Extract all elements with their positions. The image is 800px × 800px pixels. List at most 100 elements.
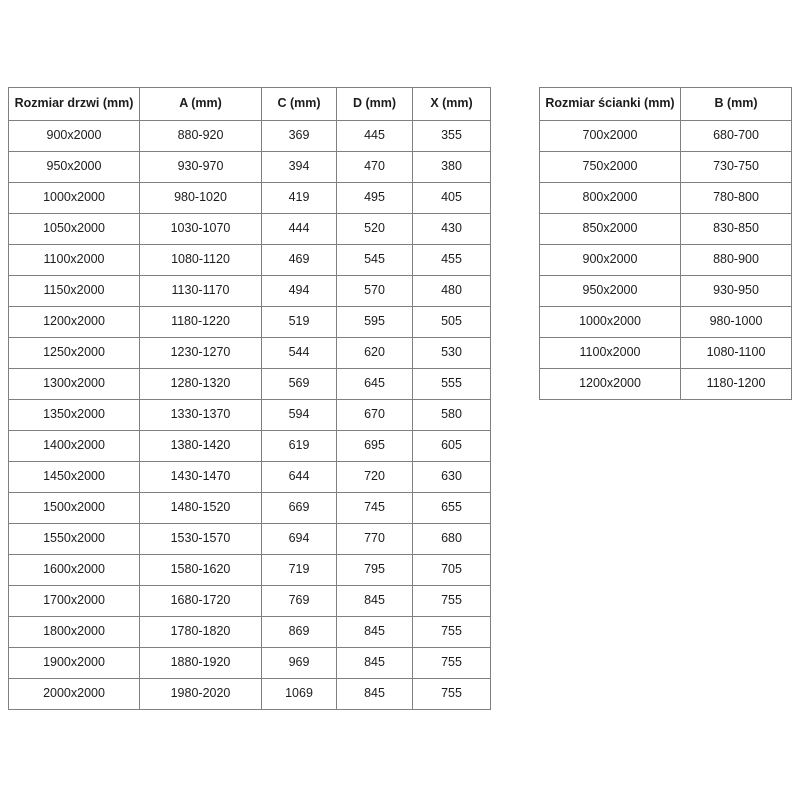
table-cell: 880-900	[680, 244, 792, 276]
table-cell: 1200x2000	[539, 368, 681, 400]
table-cell: 750x2000	[539, 151, 681, 183]
table-cell: 555	[412, 368, 491, 400]
table-cell: 1680-1720	[139, 585, 262, 617]
door-size-table-body: 900x2000 880-920 369 445 355 950x2000 930-970 3…	[8, 120, 491, 710]
table-cell: 900x2000	[539, 244, 681, 276]
table-cell: 1900x2000	[8, 647, 140, 679]
table-cell: 780-800	[680, 182, 792, 214]
table-cell: 1580-1620	[139, 554, 262, 586]
table-cell: 1200x2000	[8, 306, 140, 338]
table-cell: 795	[336, 554, 413, 586]
table-cell: 455	[412, 244, 491, 276]
table-cell: 969	[261, 647, 337, 679]
table-cell: 719	[261, 554, 337, 586]
table-cell: 1100x2000	[539, 337, 681, 369]
table-row: 1200x2000 1180-1200	[539, 368, 792, 400]
table-cell: 1230-1270	[139, 337, 262, 369]
table-cell: 1100x2000	[8, 244, 140, 276]
table-cell: 845	[336, 647, 413, 679]
table-cell: 755	[412, 616, 491, 648]
door-size-table: Rozmiar drzwi (mm) A (mm) C (mm) D (mm) X (m…	[8, 87, 491, 710]
table-row: 1100x2000 1080-1120 469 545 455	[8, 244, 491, 276]
table-cell: 845	[336, 616, 413, 648]
table-cell: 1000x2000	[539, 306, 681, 338]
table-cell: 980-1000	[680, 306, 792, 338]
table-cell: 1080-1100	[680, 337, 792, 369]
table-row: 900x2000 880-920 369 445 355	[8, 120, 491, 152]
table-row: 900x2000 880-900	[539, 244, 792, 276]
table-row: 950x2000 930-970 394 470 380	[8, 151, 491, 183]
table-cell: 1330-1370	[139, 399, 262, 431]
table-cell: 2000x2000	[8, 678, 140, 710]
table-cell: 700x2000	[539, 120, 681, 152]
table-cell: 845	[336, 585, 413, 617]
table-cell: 769	[261, 585, 337, 617]
table-cell: 755	[412, 647, 491, 679]
table-cell: 880-920	[139, 120, 262, 152]
table-row: 850x2000 830-850	[539, 213, 792, 245]
table-cell: 1180-1200	[680, 368, 792, 400]
table-cell: 680	[412, 523, 491, 555]
table-cell: 630	[412, 461, 491, 493]
table-cell: 1080-1120	[139, 244, 262, 276]
table-cell: 645	[336, 368, 413, 400]
table-cell: 695	[336, 430, 413, 462]
table-cell: 670	[336, 399, 413, 431]
table-cell: 950x2000	[8, 151, 140, 183]
table-cell: 495	[336, 182, 413, 214]
table-cell: 745	[336, 492, 413, 524]
table-row: 1100x2000 1080-1100	[539, 337, 792, 369]
door-column-header-2: C (mm)	[261, 87, 337, 121]
table-cell: 569	[261, 368, 337, 400]
table-cell: 1250x2000	[8, 337, 140, 369]
table-cell: 930-970	[139, 151, 262, 183]
table-row: 1000x2000 980-1020 419 495 405	[8, 182, 491, 214]
table-cell: 505	[412, 306, 491, 338]
table-cell: 1500x2000	[8, 492, 140, 524]
table-cell: 644	[261, 461, 337, 493]
table-row: 1000x2000 980-1000	[539, 306, 792, 338]
table-row: 1350x2000 1330-1370 594 670 580	[8, 399, 491, 431]
table-cell: 694	[261, 523, 337, 555]
table-cell: 369	[261, 120, 337, 152]
table-cell: 1450x2000	[8, 461, 140, 493]
table-cell: 544	[261, 337, 337, 369]
door-size-table-header: Rozmiar drzwi (mm) A (mm) C (mm) D (mm) X (m…	[8, 87, 491, 121]
table-cell: 1880-1920	[139, 647, 262, 679]
table-cell: 770	[336, 523, 413, 555]
table-cell: 950x2000	[539, 275, 681, 307]
table-cell: 430	[412, 213, 491, 245]
table-cell: 830-850	[680, 213, 792, 245]
table-cell: 445	[336, 120, 413, 152]
table-row: 1150x2000 1130-1170 494 570 480	[8, 275, 491, 307]
table-cell: 669	[261, 492, 337, 524]
table-cell: 1800x2000	[8, 616, 140, 648]
door-column-header-1: A (mm)	[139, 87, 262, 121]
table-row: 1600x2000 1580-1620 719 795 705	[8, 554, 491, 586]
table-cell: 1150x2000	[8, 275, 140, 307]
table-cell: 1550x2000	[8, 523, 140, 555]
table-cell: 444	[261, 213, 337, 245]
table-cell: 470	[336, 151, 413, 183]
table-cell: 1300x2000	[8, 368, 140, 400]
table-cell: 755	[412, 678, 491, 710]
table-cell: 1480-1520	[139, 492, 262, 524]
table-cell: 394	[261, 151, 337, 183]
wall-size-table: Rozmiar ścianki (mm) B (mm) 700x2000 680-7…	[539, 87, 792, 400]
table-cell: 720	[336, 461, 413, 493]
table-cell: 530	[412, 337, 491, 369]
table-cell: 869	[261, 616, 337, 648]
table-cell: 605	[412, 430, 491, 462]
table-header-row: Rozmiar drzwi (mm) A (mm) C (mm) D (mm) X (m…	[8, 87, 491, 121]
table-cell: 619	[261, 430, 337, 462]
table-row: 2000x2000 1980-2020 1069 845 755	[8, 678, 491, 710]
table-cell: 1069	[261, 678, 337, 710]
table-cell: 730-750	[680, 151, 792, 183]
door-column-header-4: X (mm)	[412, 87, 491, 121]
table-cell: 419	[261, 182, 337, 214]
table-row: 1800x2000 1780-1820 869 845 755	[8, 616, 491, 648]
table-cell: 494	[261, 275, 337, 307]
table-cell: 1280-1320	[139, 368, 262, 400]
door-column-header-3: D (mm)	[336, 87, 413, 121]
